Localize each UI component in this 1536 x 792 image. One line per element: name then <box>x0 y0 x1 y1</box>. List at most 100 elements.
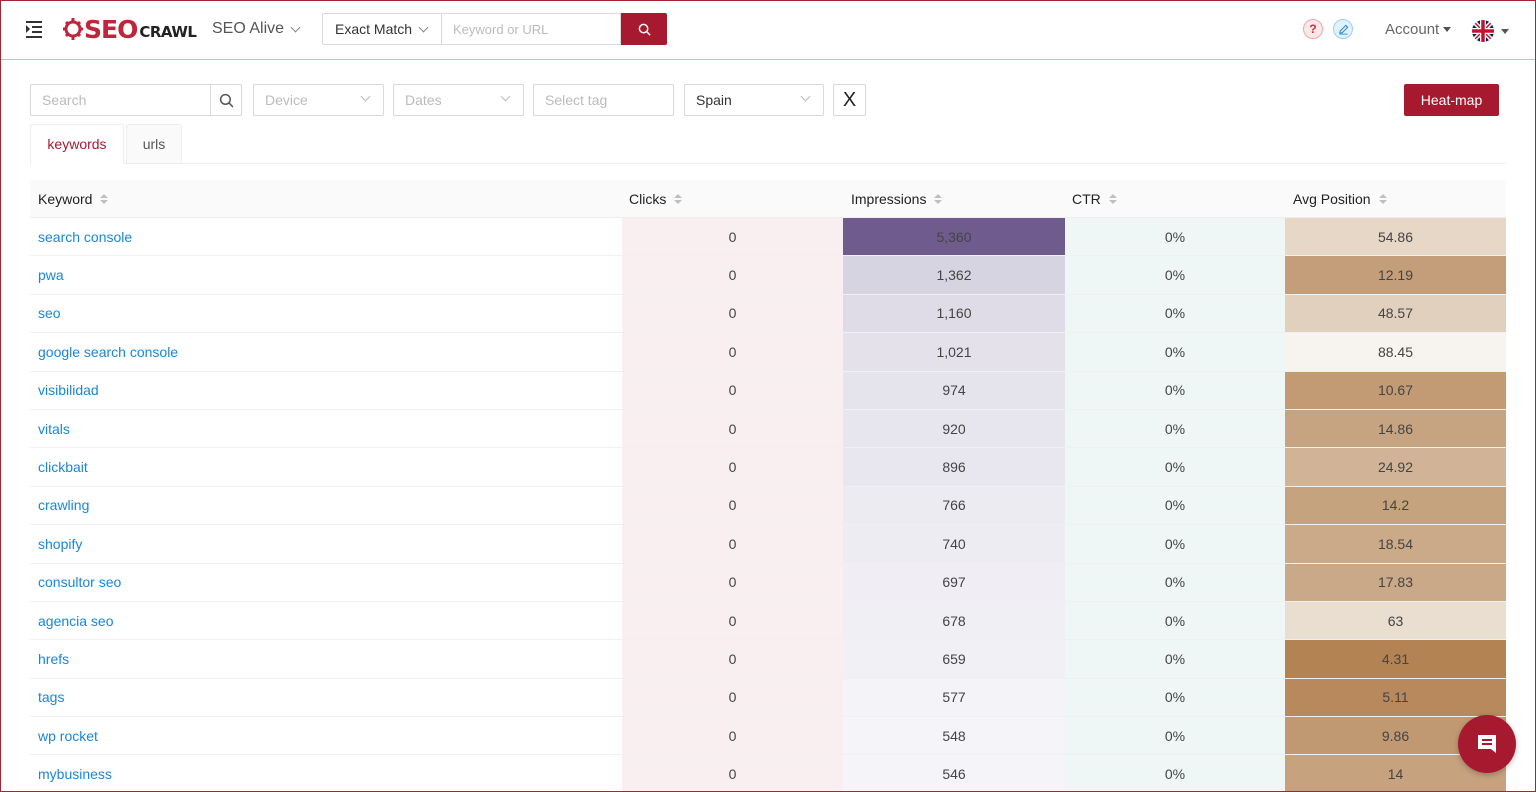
table-row: clickbait 0 896 0% 24.92 <box>30 448 1506 487</box>
keyword-search-group: Exact Match <box>322 13 667 45</box>
tab-urls[interactable]: urls <box>126 124 182 164</box>
chat-button[interactable] <box>1458 715 1516 773</box>
avg-position-cell: 63 <box>1285 601 1506 640</box>
impressions-cell: 678 <box>843 601 1065 640</box>
clicks-cell: 0 <box>622 371 843 409</box>
table-row: tags 0 577 0% 5.11 <box>30 678 1506 718</box>
ctr-cell: 0% <box>1065 640 1285 678</box>
logo-main-text: SEO <box>84 14 138 44</box>
ctr-cell: 0% <box>1065 486 1285 525</box>
avg-position-cell: 12.19 <box>1285 256 1506 294</box>
keyword-cell[interactable]: pwa <box>38 267 64 284</box>
column-header-avg-position[interactable]: Avg Position <box>1293 180 1387 218</box>
match-type-value: Exact Match <box>335 21 413 37</box>
tag-select[interactable]: Select tag <box>533 84 674 116</box>
keyword-cell[interactable]: wp rocket <box>38 727 98 744</box>
chat-icon <box>1478 735 1496 753</box>
clear-filters-button[interactable]: X <box>833 84 866 116</box>
clicks-cell: 0 <box>622 409 843 448</box>
ctr-cell: 0% <box>1065 717 1285 755</box>
table-row: shopify 0 740 0% 18.54 <box>30 525 1506 564</box>
column-header-label: Clicks <box>629 191 667 207</box>
impressions-cell: 5,360 <box>843 218 1065 256</box>
avg-position-cell: 4.31 <box>1285 640 1506 678</box>
clicks-cell: 0 <box>622 256 843 294</box>
menu-fold-icon[interactable] <box>26 20 46 38</box>
keyword-cell[interactable]: search console <box>38 228 133 245</box>
column-header-label: Impressions <box>851 191 927 207</box>
keyword-cell[interactable]: crawling <box>38 497 90 514</box>
column-header-ctr[interactable]: CTR <box>1072 180 1117 218</box>
match-type-select[interactable]: Exact Match <box>322 13 441 45</box>
avg-position-cell: 88.45 <box>1285 333 1506 371</box>
impressions-cell: 659 <box>843 640 1065 678</box>
keyword-cell[interactable]: clickbait <box>38 459 88 476</box>
ctr-cell: 0% <box>1065 409 1285 448</box>
chevron-down-icon <box>360 91 371 102</box>
keyword-search-button[interactable] <box>621 13 667 45</box>
impressions-cell: 1,160 <box>843 294 1065 333</box>
device-select[interactable]: Device <box>253 84 384 116</box>
table-search-button[interactable] <box>211 84 242 116</box>
clicks-cell: 0 <box>622 563 843 601</box>
table-row: search console 0 5,360 0% 54.86 <box>30 218 1506 257</box>
avg-position-cell: 5.11 <box>1285 678 1506 717</box>
keyword-cell[interactable]: shopify <box>38 535 83 552</box>
account-menu[interactable]: Account <box>1385 21 1452 38</box>
ctr-cell: 0% <box>1065 333 1285 371</box>
table-row: mybusiness 0 546 0% 14 <box>30 755 1506 792</box>
table-row: visibilidad 0 974 0% 10.67 <box>30 371 1506 410</box>
ctr-cell: 0% <box>1065 678 1285 717</box>
ctr-cell: 0% <box>1065 525 1285 563</box>
keyword-cell[interactable]: agencia seo <box>38 612 114 629</box>
table-body: search console 0 5,360 0% 54.86 pwa 0 1,362 0% 12… <box>30 218 1506 792</box>
top-header: SEO CRAWL SEO Alive Exact Match ? Accoun… <box>0 0 1536 60</box>
ctr-cell: 0% <box>1065 755 1285 792</box>
sort-icon <box>674 194 683 204</box>
column-header-impressions[interactable]: Impressions <box>851 180 943 218</box>
ctr-cell: 0% <box>1065 601 1285 640</box>
table-row: agencia seo 0 678 0% 63 <box>30 601 1506 641</box>
clicks-cell: 0 <box>622 640 843 678</box>
question-icon[interactable]: ? <box>1303 19 1323 39</box>
clicks-cell: 0 <box>622 218 843 256</box>
clicks-cell: 0 <box>622 755 843 792</box>
chevron-down-icon <box>500 91 511 102</box>
language-selector[interactable] <box>1472 20 1509 42</box>
table-search-input[interactable] <box>30 84 211 116</box>
impressions-cell: 896 <box>843 448 1065 486</box>
keyword-cell[interactable]: google search console <box>38 343 179 360</box>
project-selector[interactable]: SEO Alive <box>212 20 301 38</box>
ctr-cell: 0% <box>1065 218 1285 256</box>
ctr-cell: 0% <box>1065 256 1285 294</box>
column-header-label: Avg Position <box>1293 191 1371 207</box>
clicks-cell: 0 <box>622 448 843 486</box>
sort-icon <box>100 194 109 204</box>
keyword-url-input[interactable] <box>441 13 621 45</box>
impressions-cell: 920 <box>843 409 1065 448</box>
impressions-cell: 548 <box>843 717 1065 755</box>
keyword-cell[interactable]: seo <box>38 305 61 322</box>
table-row: seo 0 1,160 0% 48.57 <box>30 294 1506 334</box>
keyword-cell[interactable]: consultor seo <box>38 574 122 591</box>
keyword-cell[interactable]: vitals <box>38 420 70 437</box>
tab-keywords[interactable]: keywords <box>30 124 124 164</box>
keyword-cell[interactable]: tags <box>38 689 65 706</box>
impressions-cell: 697 <box>843 563 1065 601</box>
search-icon <box>638 23 651 36</box>
heatmap-button[interactable]: Heat-map <box>1404 84 1499 116</box>
keyword-cell[interactable]: visibilidad <box>38 382 99 399</box>
impressions-cell: 546 <box>843 755 1065 792</box>
uk-flag-icon <box>1472 20 1494 42</box>
column-header-clicks[interactable]: Clicks <box>629 180 683 218</box>
keywords-table: Keyword Clicks Impressions CTR Avg Posit… <box>30 180 1506 792</box>
keyword-cell[interactable]: hrefs <box>38 650 70 667</box>
column-header-keyword[interactable]: Keyword <box>38 180 109 218</box>
country-select[interactable]: Spain <box>684 84 824 116</box>
keyword-cell[interactable]: mybusiness <box>38 766 112 783</box>
dates-select[interactable]: Dates <box>393 84 524 116</box>
seocrawl-logo[interactable]: SEO CRAWL <box>62 12 197 46</box>
impressions-cell: 766 <box>843 486 1065 525</box>
edit-icon[interactable] <box>1333 19 1353 39</box>
impressions-cell: 1,362 <box>843 256 1065 294</box>
